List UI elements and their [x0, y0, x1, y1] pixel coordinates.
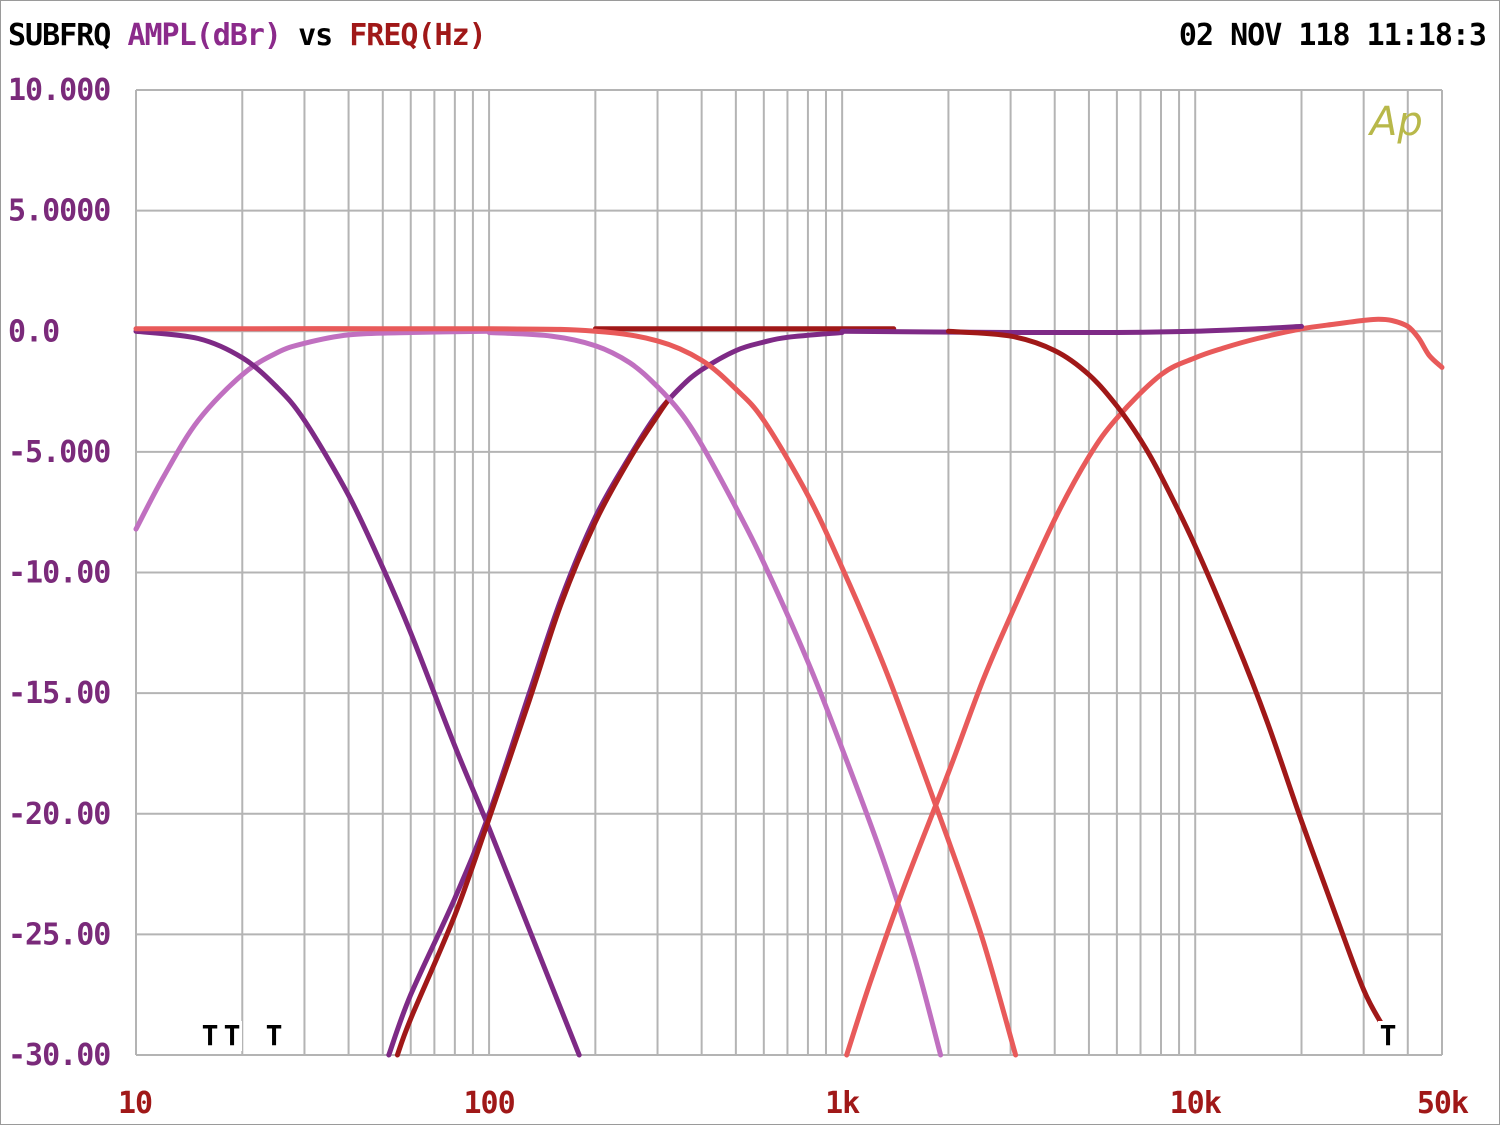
x-tick-label: 1k: [825, 1086, 860, 1121]
chart-title: SUBFRQ: [8, 18, 111, 53]
grid: [135, 89, 1443, 1056]
y-tick-label: -25.00: [8, 917, 110, 952]
marker-background: [222, 1021, 242, 1051]
y-tick-label: -30.00: [8, 1038, 110, 1073]
y-tick-label: -20.00: [8, 797, 110, 832]
x-tick-labels: 10 100 1k 10k 50k: [118, 1086, 1470, 1121]
chart-header: SUBFRQ AMPL(dBr) vs FREQ(Hz): [8, 18, 487, 53]
series-line: [133, 328, 582, 1058]
trace-marker: T: [1380, 1019, 1397, 1052]
y-axis-label: AMPL(dBr): [127, 18, 282, 53]
y-tick-label: -10.00: [8, 556, 110, 591]
series-line: [394, 398, 670, 1058]
series-lines: [133, 316, 1445, 1058]
x-tick-label: 10: [118, 1086, 152, 1121]
series-line: [133, 328, 492, 532]
y-tick-label: 10.000: [8, 73, 110, 108]
marker-background: [200, 1021, 220, 1051]
vs-label: vs: [298, 18, 333, 53]
x-tick-label: 100: [463, 1086, 514, 1121]
series-line: [133, 326, 1019, 1058]
y-tick-label: -5.000: [8, 435, 110, 470]
y-tick-label: -15.00: [8, 676, 110, 711]
x-axis-label: FREQ(Hz): [349, 18, 486, 53]
series-line: [945, 328, 1386, 1029]
x-tick-label: 50k: [1417, 1086, 1469, 1121]
y-tick-label: 5.0000: [8, 194, 110, 229]
trace-marker: T: [202, 1019, 219, 1052]
y-tick-labels: 10.000 5.0000 0.0 -5.000 -10.00 -15.00 -20.00 -…: [8, 73, 111, 1073]
y-tick-label: 0.0: [8, 314, 59, 349]
series-line: [486, 330, 944, 1058]
marker-background: [264, 1021, 284, 1051]
marker-background: [1378, 1021, 1398, 1051]
trace-marker: T: [224, 1019, 241, 1052]
trace-marker: T: [266, 1019, 283, 1052]
x-tick-label: 10k: [1170, 1086, 1222, 1121]
ap-logo: Ap: [1367, 99, 1423, 145]
series-line: [844, 316, 1445, 1058]
timestamp: 02 NOV 118 11:18:3: [1178, 18, 1487, 53]
series-line: [839, 323, 1304, 336]
